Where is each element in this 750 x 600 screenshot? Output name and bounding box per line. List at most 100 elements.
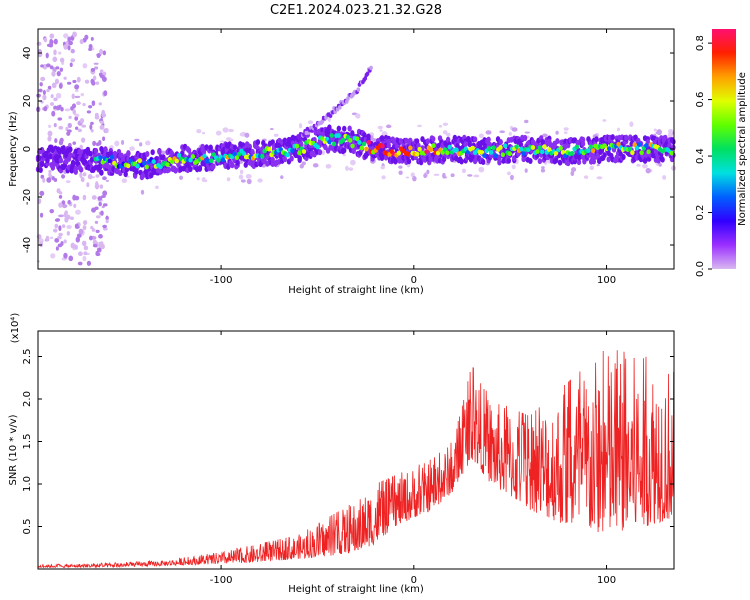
heatmap-band-cell: [197, 164, 203, 171]
heatmap-speckle: [52, 56, 58, 63]
heatmap-speckle: [570, 167, 577, 172]
heatmap-speckle: [57, 117, 63, 121]
heatmap-speckle: [246, 178, 252, 185]
spectrogram-ytick-label: -20: [22, 189, 33, 205]
heatmap-speckle: [77, 128, 82, 133]
heatmap-speckle: [196, 129, 202, 134]
heatmap-speckle: [96, 53, 101, 59]
heatmap-peak-cell: [216, 157, 221, 163]
heatmap-speckle: [87, 174, 93, 180]
heatmap-speckle: [668, 129, 674, 134]
heatmap-speckle: [58, 202, 63, 208]
heatmap-band-cell: [68, 152, 73, 159]
heatmap-band-cell: [93, 147, 99, 154]
heatmap-speckle: [75, 209, 81, 215]
heatmap-peak-cell: [366, 140, 371, 145]
heatmap-band-cell: [594, 136, 599, 143]
heatmap-speckle: [92, 140, 97, 147]
heatmap-band-cell: [188, 166, 193, 173]
heatmap-speckle: [596, 176, 603, 180]
heatmap-speckle: [98, 234, 103, 239]
heatmap-speckle: [86, 182, 90, 188]
heatmap-band-cell: [317, 149, 323, 156]
heatmap-speckle: [46, 88, 50, 93]
heatmap-speckle: [84, 79, 90, 84]
heatmap-speckle: [90, 68, 96, 72]
spectrogram-xtick-label: 0: [411, 275, 417, 286]
heatmap-peak-cell: [174, 158, 179, 164]
heatmap-speckle: [61, 200, 66, 205]
heatmap-speckle: [63, 239, 67, 244]
heatmap-speckle: [102, 136, 106, 142]
heatmap-band-cell: [414, 138, 420, 145]
heatmap-peak-cell: [493, 153, 499, 159]
heatmap-speckle: [49, 236, 54, 240]
heatmap-speckle: [47, 85, 52, 90]
heatmap-speckle: [280, 175, 284, 180]
heatmap-speckle: [102, 190, 108, 197]
heatmap-speckle: [58, 225, 62, 232]
heatmap-peak-cell: [125, 163, 131, 169]
heatmap-speckle: [645, 167, 651, 174]
heatmap-speckle: [57, 243, 63, 248]
heatmap-band-cell: [38, 166, 43, 173]
heatmap-speckle: [485, 130, 492, 135]
heatmap-speckle: [94, 220, 99, 224]
heatmap-peak-cell: [586, 148, 591, 154]
heatmap-peak-cell: [357, 140, 362, 145]
heatmap-peak-cell: [507, 151, 512, 157]
heatmap-band-cell: [173, 167, 178, 174]
heatmap-speckle: [72, 141, 77, 145]
heatmap-band-cell: [99, 169, 104, 176]
heatmap-speckle: [90, 121, 94, 125]
heatmap-speckle: [49, 65, 54, 70]
heatmap-speckle: [61, 224, 66, 229]
heatmap-speckle: [541, 166, 545, 169]
heatmap-peak-cell: [350, 143, 355, 149]
heatmap-peak-cell: [491, 145, 496, 151]
heatmap-speckle: [257, 178, 263, 183]
heatmap-peak-cell: [359, 145, 364, 151]
spectrogram-xtick-label: 100: [597, 275, 616, 286]
heatmap-speckle: [90, 129, 94, 133]
heatmap-speckle: [50, 253, 56, 259]
heatmap-peak-cell: [546, 147, 552, 153]
heatmap-speckle: [82, 225, 87, 231]
heatmap-speckle: [53, 122, 57, 128]
heatmap-peak-cell: [627, 146, 633, 152]
heatmap-speckle: [99, 69, 104, 73]
heatmap-peak-cell: [135, 163, 140, 169]
heatmap-peak-cell: [616, 141, 621, 147]
heatmap-peak-cell: [590, 148, 596, 154]
heatmap-speckle: [355, 113, 361, 119]
heatmap-speckle: [68, 115, 72, 119]
heatmap-speckle: [653, 128, 657, 132]
heatmap-peak-cell: [558, 145, 563, 151]
heatmap-speckle: [270, 128, 274, 131]
heatmap-speckle: [88, 235, 93, 241]
heatmap-speckle: [563, 131, 568, 134]
heatmap-speckle: [42, 177, 46, 183]
heatmap-peak-cell: [454, 147, 459, 153]
heatmap-speckle: [49, 39, 54, 45]
colorbar: 0.0 0.2 0.4 0.6 0.8 Normalized spectral ampl…: [695, 29, 748, 277]
spectrogram-ticks: -100 0 100 -40 -20 0 20 40: [22, 29, 674, 286]
heatmap-speckle: [67, 122, 72, 129]
heatmap-speckle: [50, 94, 54, 99]
heatmap-speckle: [58, 51, 62, 55]
heatmap-band-cell: [671, 138, 676, 145]
colorbar-tick-label: 0.0: [695, 261, 706, 277]
heatmap-speckle: [405, 176, 410, 179]
heatmap-speckle: [90, 36, 94, 41]
heatmap-speckle: [74, 126, 79, 130]
heatmap-peak-cell: [431, 143, 436, 149]
heatmap-speckle: [94, 206, 99, 210]
heatmap-speckle: [99, 124, 105, 130]
heatmap-speckle: [64, 108, 71, 112]
heatmap-peak-cell: [151, 159, 156, 164]
heatmap-speckle: [96, 247, 102, 253]
heatmap-speckle: [201, 131, 206, 135]
heatmap-speckle: [65, 180, 71, 183]
heatmap-speckle: [70, 48, 75, 54]
